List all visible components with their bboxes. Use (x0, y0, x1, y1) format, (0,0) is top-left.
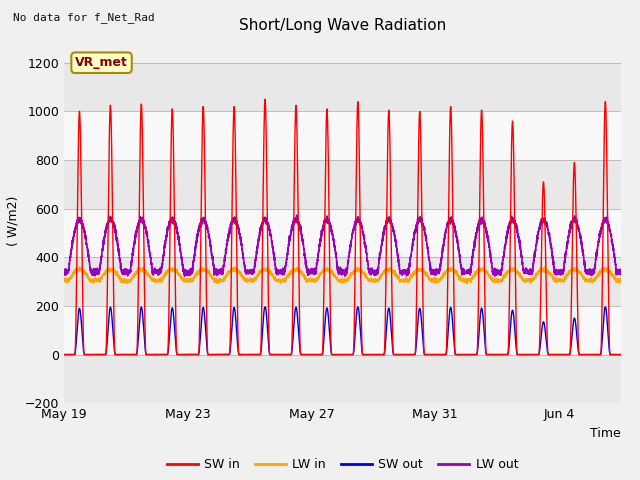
Legend: SW in, LW in, SW out, LW out: SW in, LW in, SW out, LW out (161, 453, 524, 476)
Bar (64, 160, 621, 209)
Text: No data for f_Net_Rad: No data for f_Net_Rad (13, 12, 154, 23)
Bar (64, 306, 621, 355)
X-axis label: Time: Time (590, 427, 621, 440)
Y-axis label: ( W/m2): ( W/m2) (6, 196, 19, 246)
Text: VR_met: VR_met (75, 56, 128, 69)
Bar (64, 111, 621, 160)
Title: Short/Long Wave Radiation: Short/Long Wave Radiation (239, 18, 446, 33)
Bar (64, 63, 621, 111)
Bar (64, 257, 621, 306)
Bar (64, 209, 621, 257)
Bar (64, 355, 621, 403)
